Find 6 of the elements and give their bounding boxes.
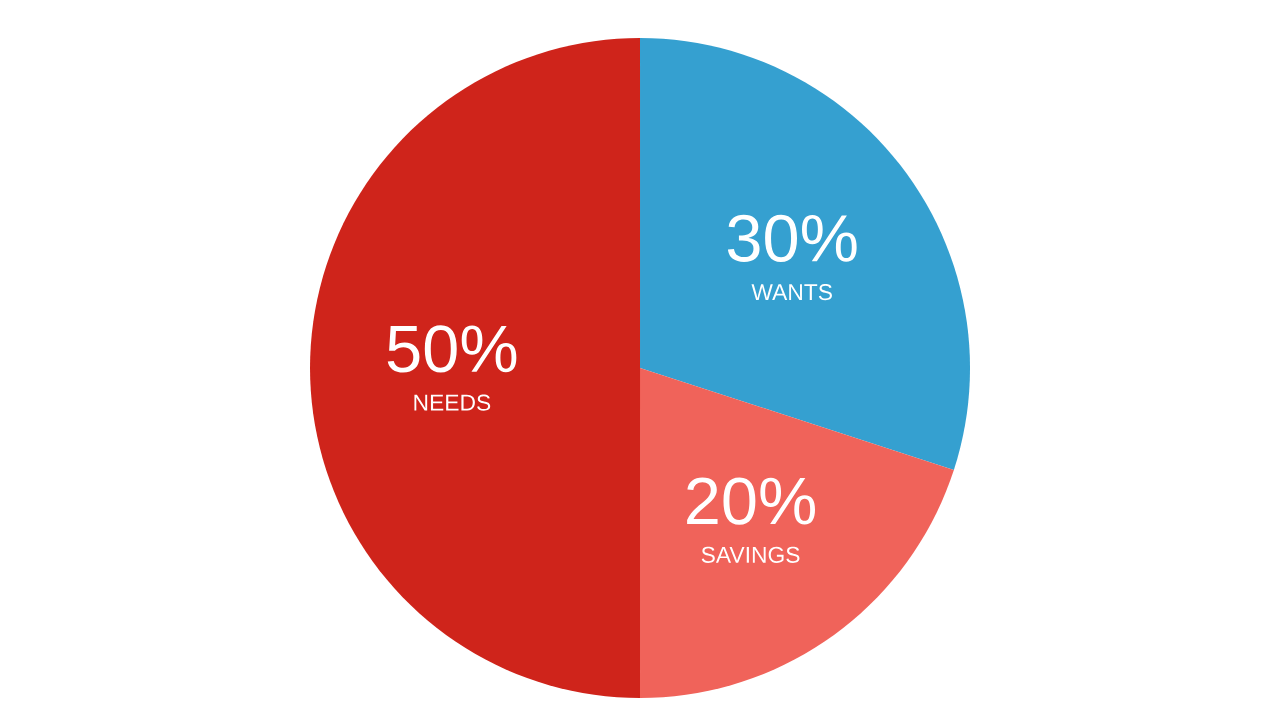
data-label: 20%: [687, 477, 816, 525]
data-label: 50%: [387, 325, 517, 373]
slice-label: SAVINGS: [701, 546, 800, 563]
data-label: 30%: [727, 214, 857, 262]
slice-label: NEEDS: [414, 394, 491, 411]
slice-label: WANTS: [751, 284, 832, 301]
